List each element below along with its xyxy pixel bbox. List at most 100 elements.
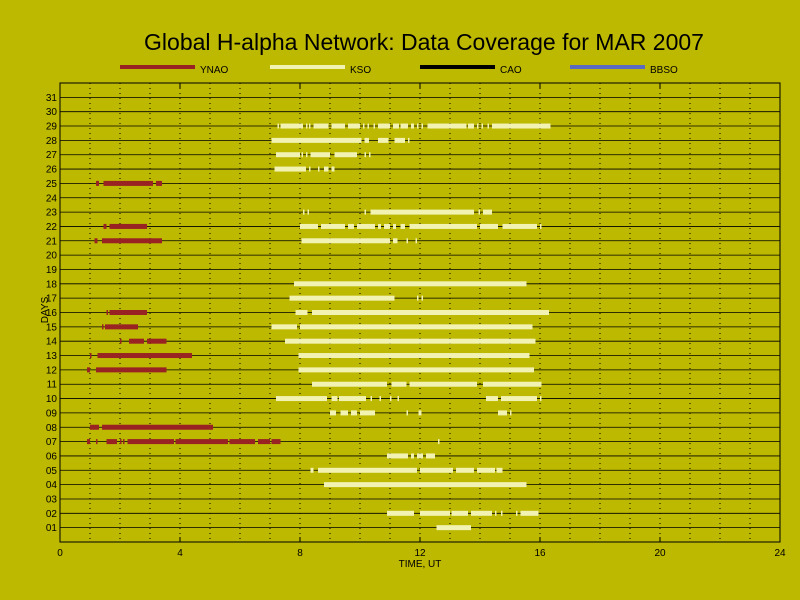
coverage-bar-kso xyxy=(331,396,338,402)
x-tick-label: 4 xyxy=(177,548,183,559)
legend-swatch-cao xyxy=(420,65,495,69)
y-tick-label: 05 xyxy=(46,466,58,477)
coverage-bar-kso xyxy=(309,123,311,129)
x-tick-label: 0 xyxy=(57,548,63,559)
coverage-bar-kso xyxy=(421,123,423,129)
coverage-bar-kso xyxy=(471,510,492,516)
coverage-bar-kso xyxy=(411,123,414,129)
coverage-bar-kso xyxy=(271,137,362,143)
coverage-bar-kso xyxy=(406,238,408,244)
coverage-bar-kso xyxy=(420,510,450,516)
coverage-bar-kso xyxy=(436,525,471,531)
coverage-bar-ynao xyxy=(97,353,192,359)
y-tick-label: 29 xyxy=(46,122,58,133)
y-tick-label: 23 xyxy=(46,208,58,219)
coverage-bar-kso xyxy=(495,510,497,516)
y-tick-label: 12 xyxy=(46,365,58,376)
y-tick-label: 25 xyxy=(46,179,58,190)
coverage-bar-kso xyxy=(378,137,389,143)
y-tick-label: 26 xyxy=(46,165,58,176)
coverage-bar-kso xyxy=(309,166,311,172)
coverage-bar-kso xyxy=(310,152,330,158)
coverage-bar-kso xyxy=(426,453,435,459)
coverage-bar-kso xyxy=(483,209,492,215)
coverage-bar-kso xyxy=(274,166,306,172)
coverage-bar-kso xyxy=(378,123,390,129)
coverage-bar-kso xyxy=(298,367,534,373)
coverage-bar-kso xyxy=(417,295,419,301)
coverage-bar-kso xyxy=(409,381,477,387)
coverage-bar-kso xyxy=(501,510,503,516)
coverage-bar-ynao xyxy=(102,424,213,430)
coverage-bar-kso xyxy=(370,396,372,402)
coverage-bar-ynao xyxy=(103,180,153,186)
coverage-bar-ynao xyxy=(103,223,107,229)
coverage-bar-kso xyxy=(360,410,375,416)
legend-swatch-kso xyxy=(270,65,345,69)
x-tick-label: 8 xyxy=(297,548,303,559)
x-tick-label: 24 xyxy=(774,548,786,559)
y-tick-label: 17 xyxy=(46,294,58,305)
coverage-bar-kso xyxy=(295,310,308,315)
coverage-bar-kso xyxy=(481,123,483,129)
coverage-bar-ynao xyxy=(109,223,147,229)
coverage-bar-kso xyxy=(502,223,537,229)
coverage-bar-kso xyxy=(477,123,479,129)
coverage-bar-ynao xyxy=(105,324,138,330)
coverage-bar-kso xyxy=(312,381,387,387)
coverage-bar-kso xyxy=(501,396,537,402)
y-tick-label: 14 xyxy=(46,337,58,348)
y-tick-label: 11 xyxy=(47,380,58,391)
coverage-bar-kso xyxy=(271,324,297,330)
coverage-bar-kso xyxy=(300,324,533,330)
coverage-bar-kso xyxy=(307,209,309,215)
coverage-bar-ynao xyxy=(175,439,228,445)
legend-label-ynao: YNAO xyxy=(200,65,229,76)
coverage-bar-ynao xyxy=(102,238,162,244)
y-tick-label: 27 xyxy=(46,150,58,161)
coverage-bar-kso xyxy=(516,510,518,516)
y-tick-label: 06 xyxy=(46,451,58,462)
coverage-bar-kso xyxy=(318,166,320,172)
coverage-bar-kso xyxy=(303,209,305,215)
y-axis-label: DAYS xyxy=(40,296,51,323)
coverage-bar-kso xyxy=(421,295,423,301)
coverage-bar-kso xyxy=(520,510,539,516)
legend-swatch-bbso xyxy=(570,65,645,69)
coverage-bar-ynao xyxy=(96,439,98,445)
chart-title: Global H-alpha Network: Data Coverage fo… xyxy=(144,29,704,55)
coverage-bar-kso xyxy=(310,467,314,473)
coverage-bar-kso xyxy=(348,123,360,129)
coverage-bar-ynao xyxy=(271,439,281,445)
y-tick-label: 30 xyxy=(46,107,58,118)
coverage-bar-kso xyxy=(420,467,453,473)
coverage-bar-kso xyxy=(276,152,300,158)
coverage-bar-kso xyxy=(378,223,381,229)
coverage-bar-kso xyxy=(393,238,398,244)
coverage-bar-kso xyxy=(330,410,336,416)
coverage-bar-kso xyxy=(301,238,390,244)
y-tick-label: 28 xyxy=(46,136,58,147)
coverage-bar-kso xyxy=(498,410,507,416)
coverage-bar-kso xyxy=(400,123,408,129)
coverage-bar-kso xyxy=(364,209,366,215)
coverage-bar-kso xyxy=(417,453,423,459)
coverage-bar-kso xyxy=(492,123,551,129)
y-tick-label: 15 xyxy=(46,322,58,333)
coverage-bar-kso xyxy=(397,396,399,402)
coverage-bar-ynao xyxy=(87,367,90,373)
coverage-bar-kso xyxy=(334,152,357,158)
coverage-bar-kso xyxy=(417,123,419,129)
coverage-bar-kso xyxy=(483,381,542,387)
coverage-bar-kso xyxy=(340,410,348,416)
coverage-bar-kso xyxy=(384,223,390,229)
y-tick-label: 03 xyxy=(46,494,58,505)
coverage-bar-ynao xyxy=(96,180,99,186)
coverage-bar-kso xyxy=(477,467,495,473)
coverage-bar-kso xyxy=(289,295,395,301)
coverage-bar-kso xyxy=(400,223,405,229)
coverage-bar-kso xyxy=(408,137,410,143)
coverage-bar-kso xyxy=(480,223,498,229)
coverage-bar-kso xyxy=(313,123,329,129)
